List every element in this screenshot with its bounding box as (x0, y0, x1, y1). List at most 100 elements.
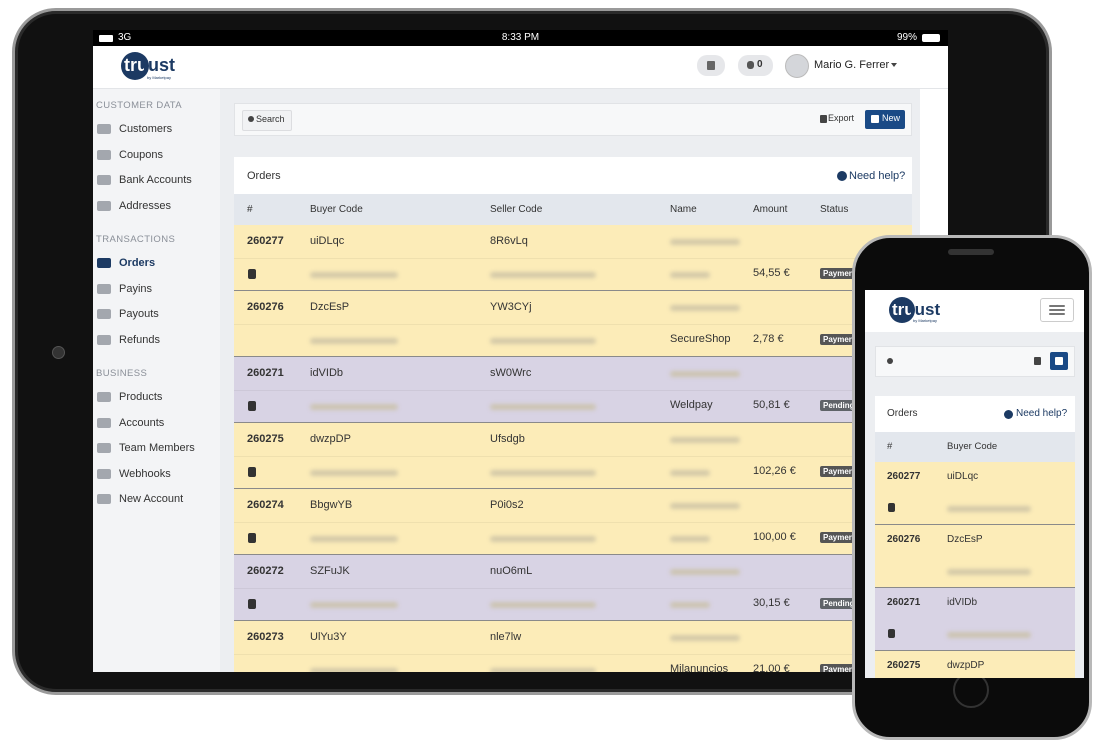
icon (97, 334, 111, 345)
icon (1049, 305, 1065, 307)
blurred-email (310, 470, 398, 476)
phone-help-link[interactable]: Need help? (1016, 408, 1068, 419)
sidebar-item[interactable]: Team Members (119, 442, 195, 454)
icon (97, 417, 111, 428)
phone-orders-card: Orders Need help? # Buyer Code 260277 uiDLqc 2… (875, 396, 1075, 678)
blurred-email (310, 602, 398, 608)
blurred-name (670, 569, 740, 575)
row-divider (234, 588, 912, 589)
sidebar-item[interactable]: Payins (119, 282, 153, 295)
sidebar-item[interactable]: Bank Accounts (119, 174, 192, 186)
blurred-account (490, 668, 596, 672)
blurred-name (670, 239, 740, 245)
icon (837, 171, 847, 181)
phone-new-button[interactable] (1050, 352, 1068, 370)
sidebar-item[interactable]: Customers (119, 123, 173, 135)
phone-order-row[interactable]: 260277 uiDLqc (875, 462, 1075, 525)
phone-order-row[interactable]: 260276 DzcEsP (875, 525, 1075, 588)
tablet-camera (52, 346, 65, 359)
customer-name: Weldpay (670, 399, 713, 411)
phone-order-row[interactable]: 260271 idVIDb (875, 588, 1075, 651)
icon (248, 599, 256, 609)
phone-logo-sub: by Marketpay (913, 318, 938, 323)
export-button[interactable]: Export (818, 110, 860, 129)
phone-speaker (948, 249, 994, 255)
sidebar-item[interactable]: Addresses (119, 199, 171, 212)
row-divider (234, 324, 912, 325)
order-row[interactable]: 260277 uiDLqc 8R6vLq 54,55 € Payment (234, 225, 912, 291)
sidebar-item[interactable]: Coupons (119, 148, 164, 161)
sidebar-item[interactable]: Webhooks (119, 467, 171, 480)
sidebar-item[interactable]: Payouts (119, 308, 159, 320)
sidebar-item[interactable]: Refunds (119, 333, 160, 346)
blurred-account (490, 602, 596, 608)
icon (97, 200, 111, 211)
icon (97, 175, 111, 185)
column-header: Seller Code (490, 204, 543, 215)
blurred-name (670, 437, 740, 443)
phone-order-id: 260271 (887, 597, 921, 608)
status-badge: Payment (820, 532, 860, 543)
order-id: 260275 (247, 433, 284, 445)
phone-order-id: 260276 (887, 534, 921, 545)
order-id: 260276 (247, 301, 284, 313)
phone-buyer-code: uiDLqc (947, 471, 979, 482)
order-row[interactable]: 260275 dwzpDP Ufsdgb 102,26 € Payment (234, 423, 912, 489)
amount: 50,81 € (753, 399, 790, 411)
logo: truust (124, 55, 175, 75)
icon (97, 124, 111, 134)
toolbar: Search Export New (234, 103, 912, 136)
icon (1055, 357, 1063, 365)
orders-title: Orders (247, 170, 281, 182)
order-row[interactable]: 260273 UlYu3Y nle7lw Milanuncios 21,00 € Paym… (234, 621, 912, 672)
phone-order-row[interactable]: 260275 dwzpDP (875, 651, 1075, 678)
phone-blurred-email (947, 569, 1031, 575)
menu-button[interactable] (1040, 298, 1074, 322)
phone-blurred-email (947, 506, 1031, 512)
phone-order-id: 260277 (887, 471, 921, 482)
sidebar (93, 89, 220, 672)
order-row[interactable]: 260274 BbgwYB P0i0s2 100,00 € Payment (234, 489, 912, 555)
column-header: Buyer Code (310, 204, 363, 215)
seller-code: sW0Wrc (490, 367, 532, 379)
order-row[interactable]: 260272 SZFuJK nuO6mL 30,15 € Pending (234, 555, 912, 621)
search-button[interactable]: Search (242, 110, 292, 131)
avatar[interactable] (785, 54, 809, 78)
blurred-email (310, 338, 398, 344)
blurred-customer (670, 470, 710, 476)
docs-button[interactable] (697, 55, 725, 76)
blurred-email (310, 668, 398, 672)
status-bar (93, 30, 948, 46)
buyer-code: dwzpDP (310, 433, 351, 445)
icon (1049, 309, 1065, 311)
new-button[interactable]: New (865, 110, 905, 129)
icon (97, 149, 111, 160)
amount: 102,26 € (753, 465, 796, 477)
phone-logo: truust (892, 300, 941, 319)
status-badge: Pending (820, 598, 858, 609)
order-row[interactable]: 260276 DzcEsP YW3CYj SecureShop 2,78 € Paymen… (234, 291, 912, 357)
order-row[interactable]: 260271 idVIDb sW0Wrc Weldpay 50,81 € Pending (234, 357, 912, 423)
buyer-code: idVIDb (310, 367, 344, 379)
phone-screen: truust by Marketpay Orders Need help? # Buyer… (865, 290, 1084, 678)
icon (922, 34, 940, 42)
sidebar-item[interactable]: Accounts (119, 416, 165, 429)
order-id: 260272 (247, 565, 284, 577)
user-name[interactable]: Mario G. Ferrer (814, 59, 890, 71)
icon (871, 115, 879, 123)
buyer-code: BbgwYB (310, 499, 353, 511)
icon (707, 61, 715, 70)
phone-toolbar (875, 346, 1075, 377)
sidebar-item[interactable]: Products (119, 391, 163, 403)
help-link[interactable]: Need help? (849, 170, 906, 182)
sidebar-item[interactable]: Orders (119, 257, 156, 269)
blurred-account (490, 272, 596, 278)
amount: 54,55 € (753, 267, 790, 279)
sidebar-item[interactable]: New Account (119, 493, 184, 505)
phone-order-id: 260275 (887, 660, 921, 671)
column-header: Status (820, 204, 849, 215)
notifications-button[interactable]: 0 (738, 55, 773, 76)
orders-card: Orders Need help? # Buyer Code Seller Code Na… (234, 157, 912, 672)
logo-badge (889, 297, 915, 323)
icon (97, 494, 111, 504)
